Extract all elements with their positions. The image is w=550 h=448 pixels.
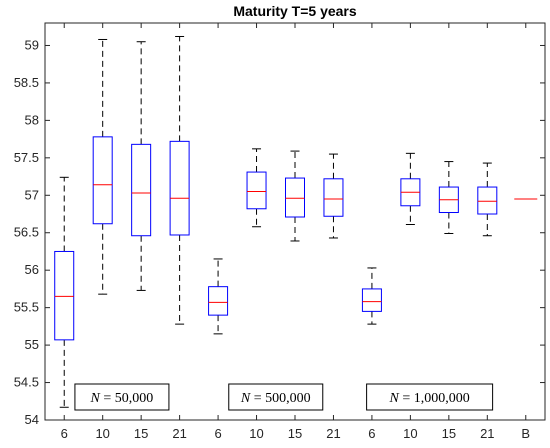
y-tick-label: 58 (25, 112, 39, 127)
x-tick-label: 21 (326, 426, 340, 441)
group-label-1: N = 50,000 (74, 383, 170, 411)
x-tick-label: 10 (403, 426, 417, 441)
y-tick-label: 58.5 (14, 75, 39, 90)
box-11 (438, 161, 459, 234)
box-8 (323, 153, 344, 239)
y-tick-label: 56 (25, 262, 39, 277)
x-axis: 6 10 15 21 6 10 15 21 6 10 15 21 B (61, 23, 530, 441)
group-label-text: N = 1,000,000 (388, 391, 469, 406)
iqr-box (285, 177, 305, 218)
x-tick-label: 6 (61, 426, 68, 441)
iqr-box (169, 140, 190, 236)
iqr-box (208, 286, 229, 316)
y-tick-label: 55.5 (14, 300, 39, 315)
box-9 (361, 267, 382, 325)
box-6 (246, 148, 267, 228)
x-tick-label: 15 (288, 426, 302, 441)
group-label-2: N = 500,000 (228, 383, 324, 411)
y-tick-label: 56.5 (14, 225, 39, 240)
x-tick-label: 6 (214, 426, 221, 441)
iqr-box (361, 288, 382, 312)
box-4 (169, 35, 190, 325)
iqr-box (131, 143, 152, 237)
chart-title: Maturity T=5 years (233, 3, 357, 19)
group-label-text: N = 500,000 (240, 391, 311, 406)
y-tick-label: 57.5 (14, 150, 39, 165)
y-tick-label: 54 (25, 412, 39, 427)
y-tick-label: 57 (25, 187, 39, 202)
box-7 (285, 150, 305, 242)
iqr-box (246, 171, 267, 210)
iqr-box (477, 186, 498, 215)
box-1 (54, 176, 75, 408)
group-label-box (228, 383, 324, 411)
group-labels-layer: N = 50,000 N = 500,000 N = 1,000,000 (74, 383, 494, 411)
group-label-box (366, 383, 494, 411)
iqr-box (54, 250, 75, 341)
box-10 (400, 152, 421, 225)
group-label-3: N = 1,000,000 (366, 383, 494, 411)
boxes-layer (54, 35, 498, 408)
x-tick-label: 21 (480, 426, 494, 441)
box-12 (477, 162, 498, 237)
group-label-box (74, 383, 170, 411)
iqr-box (92, 136, 113, 225)
x-tick-label: 15 (134, 426, 148, 441)
y-tick-label: 59 (25, 37, 39, 52)
box-3 (131, 41, 152, 291)
x-tick-label: 10 (95, 426, 109, 441)
iqr-box (323, 178, 344, 217)
x-tick-label: B (521, 426, 530, 441)
x-tick-label: 6 (368, 426, 375, 441)
y-axis: 54 54.5 55 55.5 56 56.5 57 57.5 58 58.5 59 (14, 37, 545, 427)
y-tick-label: 54.5 (14, 375, 39, 390)
box-2 (92, 38, 113, 295)
x-tick-label: 21 (172, 426, 186, 441)
box-5 (208, 258, 229, 335)
group-label-text: N = 50,000 (90, 391, 154, 406)
y-tick-label: 55 (25, 337, 39, 352)
x-tick-label: 10 (249, 426, 263, 441)
x-tick-label: 15 (442, 426, 456, 441)
